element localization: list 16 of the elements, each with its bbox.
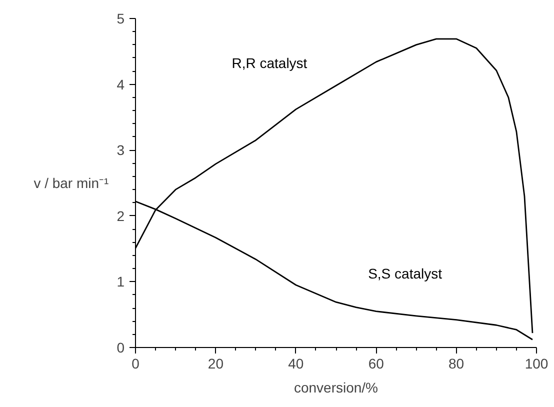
- y-tick-label: 4: [116, 76, 125, 92]
- x-tick-label: 40: [288, 356, 304, 372]
- series-label: S,S catalyst: [368, 266, 442, 282]
- x-axis-title: conversion/%: [294, 380, 378, 396]
- y-tick-label: 1: [116, 274, 125, 290]
- y-axis-title: v / bar min⁻¹: [34, 175, 110, 191]
- y-tick-label: 0: [116, 340, 125, 356]
- y-tick-label: 3: [116, 142, 125, 158]
- x-tick-label: 60: [368, 356, 384, 372]
- series-label: R,R catalyst: [232, 55, 308, 72]
- y-tick-label: 2: [116, 208, 125, 224]
- x-tick-label: 100: [524, 356, 548, 372]
- x-tick-label: 80: [448, 356, 464, 372]
- x-tick-label: 0: [132, 356, 140, 372]
- y-tick-label: 5: [116, 10, 125, 26]
- x-tick-label: 20: [208, 356, 224, 372]
